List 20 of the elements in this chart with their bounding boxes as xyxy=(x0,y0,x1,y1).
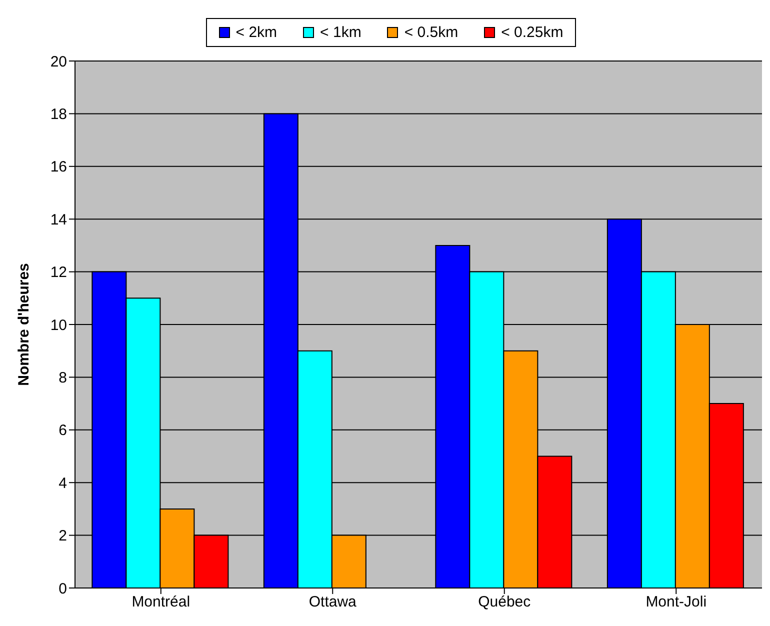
legend-label: < 1km xyxy=(319,24,362,41)
y-tick-label: 4 xyxy=(58,474,67,492)
y-axis-title: Nombre d'heures xyxy=(15,263,32,386)
y-tick-label: 14 xyxy=(50,211,67,228)
x-tick-label: Montréal xyxy=(132,594,190,611)
y-tick-label: 8 xyxy=(58,370,67,387)
y-tick-label: 20 xyxy=(50,53,67,70)
legend-label: < 0.25km xyxy=(500,24,564,41)
y-tick-label: 2 xyxy=(58,528,67,545)
y-tick-label: 18 xyxy=(50,106,67,124)
y-tick-label: 10 xyxy=(50,316,67,334)
x-tick-label: Ottawa xyxy=(308,594,358,611)
x-tick-label: Mont-Joli xyxy=(646,594,707,611)
y-tick-label: 16 xyxy=(50,158,67,176)
x-tick-label: Québec xyxy=(478,594,532,611)
legend-label: < 2km xyxy=(234,24,278,41)
y-tick-label: 0 xyxy=(58,580,67,598)
y-tick-label: 12 xyxy=(50,264,67,282)
legend-label: < 0.5km xyxy=(403,24,458,41)
y-tick-label: 6 xyxy=(58,422,67,440)
